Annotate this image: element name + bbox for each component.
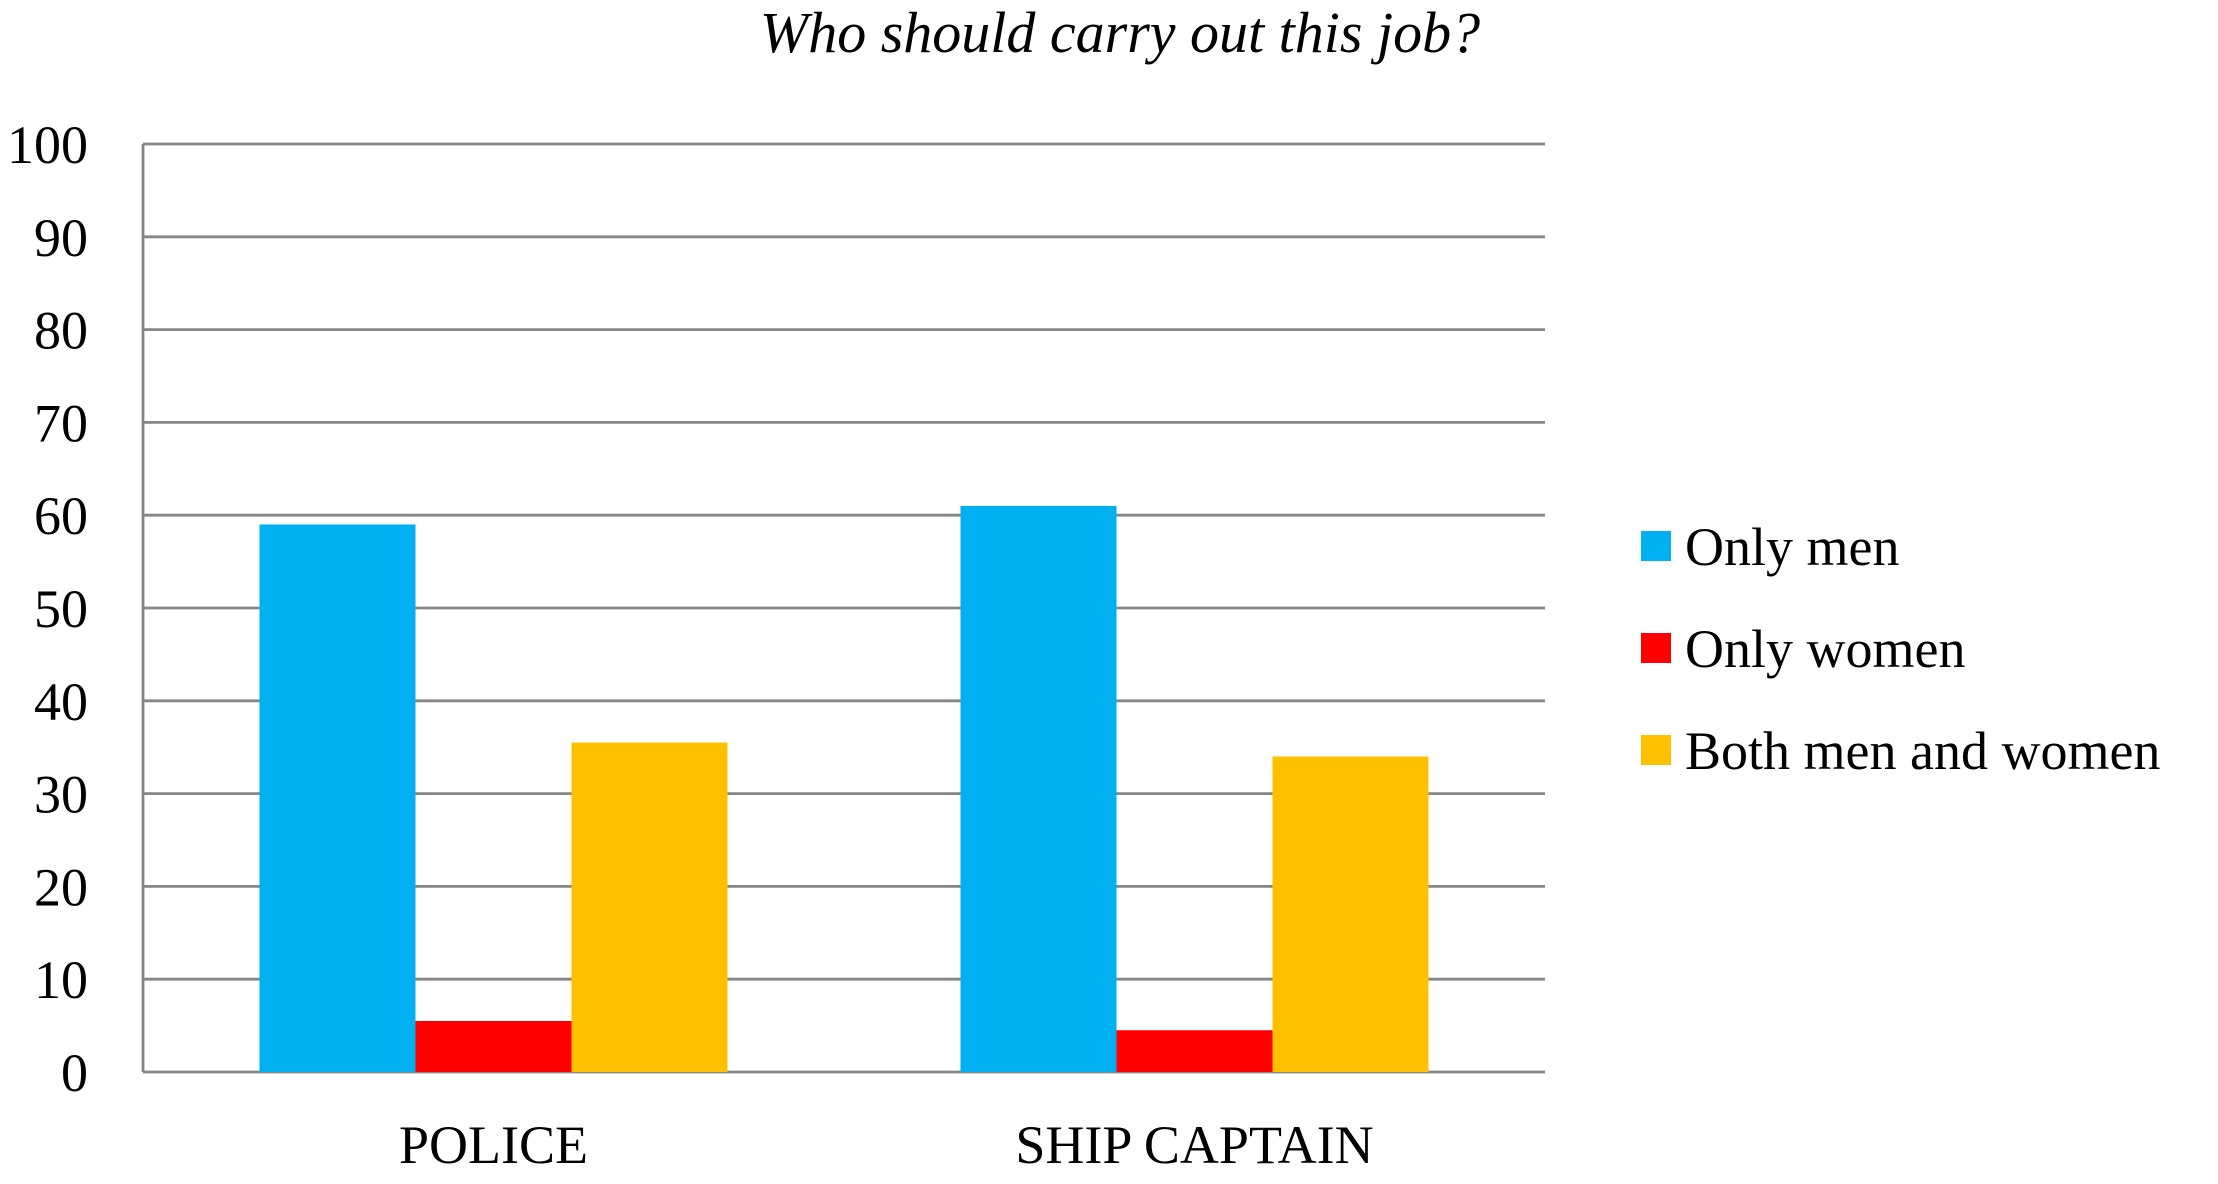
- y-tick-label: 40: [34, 672, 88, 732]
- y-tick-label: 10: [34, 950, 88, 1010]
- bars: [259, 505, 1429, 1072]
- y-tick-label: 80: [34, 301, 88, 361]
- bar-both-men-and-women-ship-captain: [1272, 756, 1429, 1072]
- legend-swatch: [1641, 735, 1671, 765]
- y-tick-label: 100: [7, 115, 88, 175]
- legend-label: Only men: [1685, 517, 1899, 577]
- legend-label: Both men and women: [1685, 721, 2160, 781]
- y-tick-label: 0: [61, 1043, 88, 1103]
- legend: Only men Only women Both men and women: [1641, 517, 2160, 781]
- bar-only-men-ship-captain: [960, 505, 1117, 1072]
- bar-only-women-ship-captain: [1116, 1030, 1273, 1072]
- x-tick-label: SHIP CAPTAIN: [1015, 1115, 1373, 1175]
- bar-only-women-police: [415, 1020, 572, 1072]
- x-axis-ticks: POLICE SHIP CAPTAIN: [399, 1115, 1374, 1175]
- bar-only-men-police: [259, 524, 416, 1072]
- y-tick-label: 70: [34, 393, 88, 453]
- legend-label: Only women: [1685, 619, 1965, 679]
- bar-both-men-and-women-police: [571, 742, 728, 1072]
- chart-title: Who should carry out this job?: [760, 0, 1480, 65]
- y-tick-label: 60: [34, 486, 88, 546]
- legend-swatch: [1641, 531, 1671, 561]
- x-tick-label: POLICE: [399, 1115, 588, 1175]
- y-tick-label: 50: [34, 579, 88, 639]
- y-axis-ticks: 0 10 20 30 40 50 60 70 80 90 100: [7, 115, 88, 1103]
- y-tick-label: 30: [34, 765, 88, 825]
- y-tick-label: 20: [34, 857, 88, 917]
- y-tick-label: 90: [34, 208, 88, 268]
- legend-swatch: [1641, 633, 1671, 663]
